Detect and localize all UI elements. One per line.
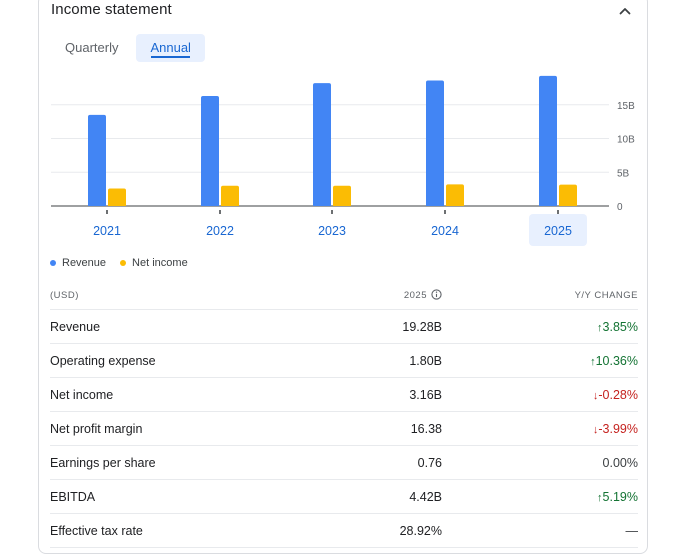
tab-annual[interactable]: Annual	[136, 34, 205, 62]
y-tick-label: 15B	[617, 101, 635, 112]
income-chart: 0 5B 10B 15B 2021 2022 2023 2024 2025	[51, 75, 635, 246]
row-label: Earnings per share	[50, 445, 302, 480]
x-tick-label-2022[interactable]: 2022	[206, 224, 234, 238]
x-tick-label-2021[interactable]: 2021	[93, 224, 121, 238]
row-change-value: -3.99%	[598, 421, 638, 436]
table-body: Revenue 19.28B ↑3.85% Operating expense 1.80…	[50, 309, 639, 548]
row-label: Net income	[50, 377, 302, 412]
row-change-value: 5.19%	[602, 489, 638, 504]
row-value: 28.92%	[302, 513, 442, 548]
row-change: ↑3.85%	[442, 309, 638, 344]
up-arrow-icon: ↑	[597, 321, 603, 334]
legend-label-revenue: Revenue	[62, 257, 107, 269]
row-change-value: —	[625, 523, 639, 538]
row-value: 3.16B	[302, 377, 442, 412]
row-change-value: -0.28%	[598, 387, 638, 402]
table-row: EBITDA 4.42B ↑5.19%	[50, 479, 638, 514]
row-label: EBITDA	[50, 479, 302, 514]
row-change: ↓-3.99%	[442, 411, 638, 446]
row-change: 0.00%	[442, 445, 638, 480]
x-tick-label-2023[interactable]: 2023	[318, 224, 346, 238]
income-statement-card: Income statement Quarterly Annual 0 5B 10B…	[38, 0, 648, 554]
table-row: Earnings per share 0.76 0.00%	[50, 445, 638, 480]
revenue-bar-2021[interactable]	[88, 114, 106, 206]
header-year: 2025	[302, 281, 442, 310]
row-change: ↑5.19%	[442, 479, 638, 514]
financials-table: (USD) 2025 Y/Y CHANGE Revenue 19.28B ↑3.85…	[50, 281, 638, 548]
y-tick-label: 0	[617, 202, 623, 213]
table-header-row: (USD) 2025 Y/Y CHANGE	[50, 281, 638, 310]
card-title: Income statement	[51, 1, 172, 18]
net-income-bar-2021[interactable]	[108, 188, 126, 206]
revenue-bar-2025[interactable]	[539, 75, 557, 206]
row-label: Operating expense	[50, 343, 302, 378]
net-income-bar-2022[interactable]	[221, 185, 239, 206]
y-tick-label: 10B	[617, 135, 635, 146]
row-label: Effective tax rate	[50, 513, 302, 548]
revenue-bar-2022[interactable]	[201, 95, 219, 206]
row-change-value: 3.85%	[602, 319, 638, 334]
row-value: 4.42B	[302, 479, 442, 514]
y-tick-label: 5B	[617, 168, 630, 179]
legend-item-net-income: Net income	[120, 257, 188, 269]
legend-label-net-income: Net income	[132, 257, 188, 269]
header-currency: (USD)	[50, 281, 302, 310]
x-tick-label-2025[interactable]: 2025	[544, 224, 572, 238]
row-change-value: 10.36%	[595, 353, 638, 368]
row-value: 0.76	[302, 445, 442, 480]
header-yoy-change: Y/Y CHANGE	[442, 281, 638, 310]
row-change: ↑10.36%	[442, 343, 638, 378]
row-label: Revenue	[50, 309, 302, 344]
table-row: Operating expense 1.80B ↑10.36%	[50, 343, 638, 378]
row-value: 19.28B	[302, 309, 442, 344]
row-label: Net profit margin	[50, 411, 302, 446]
row-value: 16.38	[302, 411, 442, 446]
info-icon[interactable]	[431, 289, 442, 300]
row-value: 1.80B	[302, 343, 442, 378]
net-income-bar-2024[interactable]	[446, 184, 464, 206]
down-arrow-icon: ↓	[592, 389, 599, 402]
revenue-bar-2024[interactable]	[426, 80, 444, 206]
net-income-dot-icon	[120, 260, 127, 266]
up-arrow-icon: ↑	[590, 355, 596, 368]
legend-item-revenue: Revenue	[50, 257, 106, 269]
net-income-bar-2025[interactable]	[559, 184, 577, 206]
row-change: ↓-0.28%	[442, 377, 638, 412]
row-change-value: 0.00%	[602, 455, 638, 470]
table-row: Net income 3.16B ↓-0.28%	[50, 377, 638, 412]
chart-legend: Revenue Net income	[50, 257, 202, 269]
table-row: Effective tax rate 28.92% —	[50, 513, 639, 548]
tab-quarterly[interactable]: Quarterly	[65, 40, 119, 55]
table-row: Revenue 19.28B ↑3.85%	[50, 309, 638, 344]
header-year-label: 2025	[403, 290, 427, 301]
selected-year-highlight	[529, 214, 587, 246]
chevron-up-icon[interactable]	[617, 3, 633, 19]
revenue-bar-2023[interactable]	[313, 83, 331, 206]
table-row: Net profit margin 16.38 ↓-3.99%	[50, 411, 638, 446]
period-tabs: Quarterly Annual	[53, 34, 205, 62]
x-tick-label-2024[interactable]: 2024	[431, 224, 459, 238]
up-arrow-icon: ↑	[597, 491, 603, 504]
row-change: —	[442, 513, 639, 548]
net-income-bar-2023[interactable]	[333, 185, 351, 206]
down-arrow-icon: ↓	[592, 423, 599, 436]
revenue-dot-icon	[50, 260, 56, 266]
